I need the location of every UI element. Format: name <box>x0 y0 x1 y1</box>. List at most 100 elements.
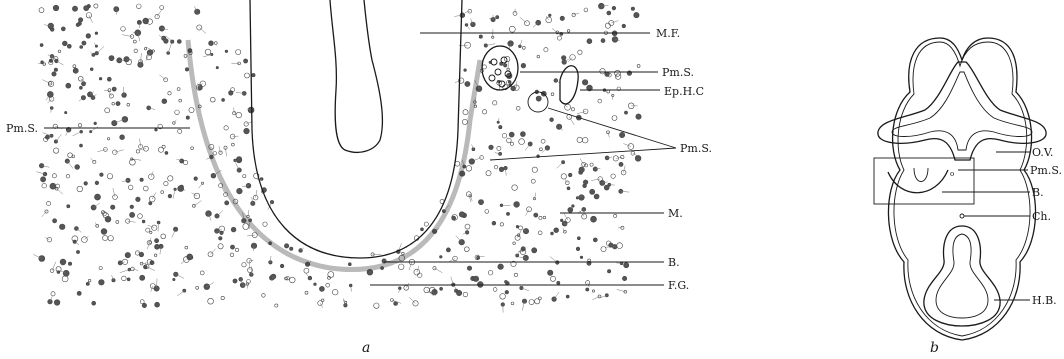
mesenchyme-cell <box>83 181 88 186</box>
mesenchyme-cell <box>634 155 642 162</box>
mesenchyme-cell <box>174 109 180 115</box>
mesenchyme-cell <box>83 5 90 12</box>
cell-process <box>564 58 570 63</box>
cell-process <box>78 97 84 102</box>
mesenchyme-cell <box>143 185 149 192</box>
mesenchyme-cell <box>242 174 247 179</box>
mesenchyme-cell <box>163 77 168 83</box>
cell-process <box>522 301 525 311</box>
vessel-shape <box>559 65 579 105</box>
cell-process <box>562 227 566 232</box>
mesenchyme-cell <box>575 246 581 251</box>
mesenchyme-cell <box>53 147 60 154</box>
mesenchyme-cell <box>92 159 97 164</box>
mesenchyme-cell <box>72 5 78 12</box>
cell-process <box>151 171 154 177</box>
leader-pms-right-1 <box>547 107 677 149</box>
cell-process <box>518 251 524 253</box>
mesenchyme-cell <box>44 209 49 214</box>
mesenchyme-cell <box>313 282 317 286</box>
mesenchyme-cell <box>135 196 141 202</box>
mesenchyme-cell <box>623 290 627 294</box>
mesenchyme-cell <box>49 268 55 273</box>
cell-process <box>569 116 575 126</box>
mesenchyme-cell <box>589 162 594 167</box>
mesenchyme-cell <box>52 218 57 224</box>
cell-process <box>568 57 573 62</box>
cell-process <box>56 188 64 195</box>
mesenchyme-cell <box>139 177 144 182</box>
cell-process <box>215 228 222 234</box>
mesenchyme-cell <box>139 299 145 305</box>
mesenchyme-cell <box>530 178 536 184</box>
cell-process <box>563 212 569 221</box>
cell-process <box>398 288 401 293</box>
mesenchyme-cell <box>532 197 536 201</box>
mesenchyme-cell <box>79 45 83 49</box>
mesenchyme-cell <box>164 151 169 155</box>
cell-process <box>59 270 67 274</box>
cell-process <box>532 22 539 28</box>
mesenchyme-cell <box>417 272 423 278</box>
mesenchyme-cell <box>149 195 156 203</box>
cell-process <box>248 220 251 230</box>
mesenchyme-cell <box>235 49 242 55</box>
cell-process <box>119 261 126 264</box>
mesenchyme-cell <box>513 272 518 277</box>
mesenchyme-cell <box>148 173 155 180</box>
mesenchyme-cell <box>528 299 535 305</box>
tube-outer-wall <box>249 0 463 259</box>
mesenchyme-cell <box>274 303 279 308</box>
cell-process <box>519 16 528 24</box>
cell-process <box>255 189 258 198</box>
cell-process <box>468 194 472 203</box>
mesenchyme-cell <box>154 14 160 20</box>
mesenchyme-cell <box>119 134 125 140</box>
mesenchyme-cell <box>81 81 86 87</box>
label-fg: F.G. <box>668 279 689 292</box>
mesenchyme-cell <box>553 78 558 83</box>
mesenchyme-cell <box>48 60 54 66</box>
mesenchyme-cell <box>285 276 290 281</box>
mesenchyme-cell <box>566 186 571 191</box>
mesenchyme-cell <box>458 77 465 84</box>
mesenchyme-cell <box>492 100 498 106</box>
mesenchyme-cell <box>120 26 126 32</box>
box-u-shape <box>887 169 949 194</box>
mesenchyme-cell <box>94 193 101 201</box>
mesenchyme-cell <box>72 64 77 68</box>
cell-process <box>180 259 187 264</box>
cell-process <box>551 28 558 33</box>
mesenchyme-cell <box>503 63 508 68</box>
mesenchyme-cell <box>47 80 55 87</box>
mesenchyme-cell <box>46 200 51 206</box>
cell-process <box>159 246 162 255</box>
cell-process <box>416 265 420 273</box>
mesenchyme-cell <box>524 20 530 27</box>
mesenchyme-cell <box>85 281 90 286</box>
mesenchyme-cell <box>154 301 160 308</box>
mesenchyme-cell <box>74 164 80 170</box>
mesenchyme-cell <box>636 64 641 68</box>
mesenchyme-cell <box>555 30 560 35</box>
mesenchyme-cell <box>633 12 640 19</box>
cell-process <box>623 143 631 147</box>
body-outline <box>887 37 1037 341</box>
mesenchyme-cell <box>56 270 61 274</box>
mesenchyme-cell <box>183 256 190 263</box>
box-u-inner <box>913 167 929 182</box>
cell-process <box>93 202 101 208</box>
cell-process <box>473 157 482 161</box>
mesenchyme-cell <box>144 264 150 270</box>
mesenchyme-cell <box>618 161 624 167</box>
cell-process <box>149 237 152 243</box>
mesenchyme-cell <box>582 137 589 144</box>
label-ephc: Ep.H.C <box>664 85 704 98</box>
cell-process <box>119 269 130 273</box>
mesenchyme-cell <box>327 275 331 280</box>
cell-process <box>45 94 51 101</box>
mesenchyme-cell <box>420 227 424 232</box>
cell-process <box>620 191 630 193</box>
cell-process <box>270 276 274 281</box>
mesenchyme-cell <box>107 137 111 141</box>
